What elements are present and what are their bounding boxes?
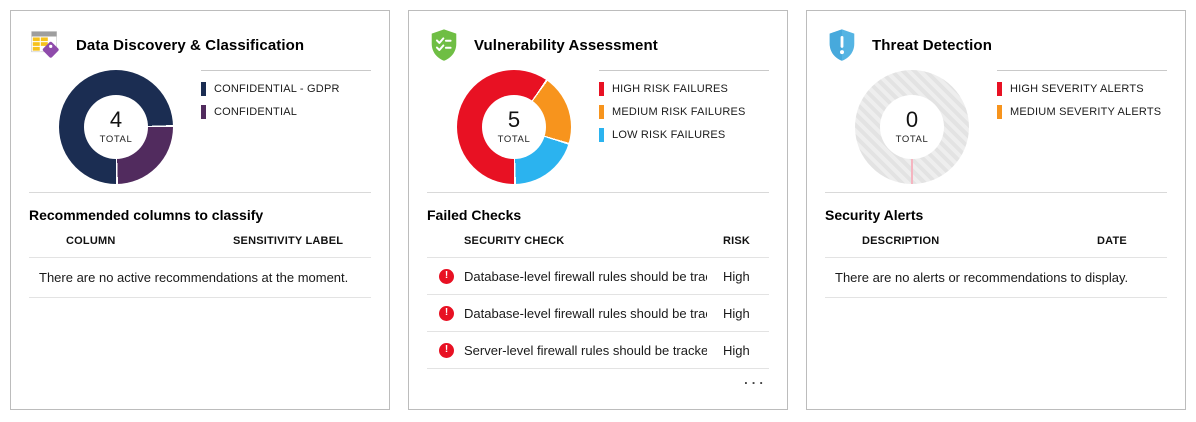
donut-center: 4 TOTAL: [84, 95, 148, 159]
shield-checklist-icon: [427, 28, 461, 62]
column-header: SECURITY CHECK: [464, 235, 565, 247]
legend-label: MEDIUM SEVERITY ALERTS: [1010, 106, 1162, 118]
total-count: 0: [905, 107, 919, 132]
card-header: Vulnerability Assessment: [427, 28, 769, 62]
vulnerability-donut-chart: 5 TOTAL: [457, 70, 571, 184]
legend-swatch: [201, 82, 206, 96]
failed-check-row[interactable]: ! Database-level firewall rules should b…: [427, 295, 769, 331]
table-header: DESCRIPTION DATE: [825, 235, 1167, 247]
card-title: Vulnerability Assessment: [474, 36, 658, 54]
legend-swatch: [997, 105, 1002, 119]
table-divider: [427, 368, 769, 369]
chart-legend: CONFIDENTIAL - GDPR CONFIDENTIAL: [201, 70, 371, 128]
error-icon: !: [439, 268, 454, 284]
chart-row: 0 TOTAL HIGH SEVERITY ALERTS MEDIUM SEVE…: [825, 70, 1167, 184]
legend-item: LOW RISK FAILURES: [599, 128, 769, 142]
legend-label: LOW RISK FAILURES: [612, 129, 726, 141]
classification-donut-chart: 4 TOTAL: [59, 70, 173, 184]
legend-label: HIGH RISK FAILURES: [612, 83, 729, 95]
failed-check-row[interactable]: ! Database-level firewall rules should b…: [427, 258, 769, 294]
shield-alert-icon: [825, 28, 859, 62]
column-header: RISK: [723, 235, 751, 247]
risk-value: High: [723, 268, 750, 284]
section-heading: Recommended columns to classify: [29, 207, 264, 223]
section-divider: [427, 192, 769, 193]
card-title: Data Discovery & Classification: [76, 36, 305, 54]
legend-item: CONFIDENTIAL - GDPR: [201, 82, 371, 96]
table-divider: [825, 257, 1167, 258]
security-check-text: Database-level firewall rules should be …: [464, 268, 707, 284]
total-label: TOTAL: [99, 134, 133, 145]
table-header: COLUMN SENSITIVITY LABEL: [29, 235, 371, 247]
threat-donut-chart: 0 TOTAL: [855, 70, 969, 184]
table-divider: [427, 331, 769, 332]
security-check-text: Server-level firewall rules should be tr…: [464, 342, 707, 358]
table-divider: [29, 257, 371, 258]
column-header: DATE: [1097, 235, 1127, 247]
legend-label: CONFIDENTIAL: [214, 106, 298, 118]
chart-row: 4 TOTAL CONFIDENTIAL - GDPR CONFIDENTIAL: [29, 70, 371, 184]
column-header: COLUMN: [66, 235, 116, 247]
legend-label: CONFIDENTIAL - GDPR: [214, 83, 340, 95]
section-heading: Security Alerts: [825, 207, 924, 223]
table-divider: [29, 297, 371, 298]
error-icon: !: [439, 342, 454, 358]
risk-value: High: [723, 305, 750, 321]
section-divider: [825, 192, 1167, 193]
legend-item: HIGH RISK FAILURES: [599, 82, 769, 96]
data-discovery-classification-card: Data Discovery & Classification 4 TOTAL …: [10, 10, 390, 410]
donut-center: 0 TOTAL: [880, 95, 944, 159]
table-divider: [825, 297, 1167, 298]
security-check-text: Database-level firewall rules should be …: [464, 305, 707, 321]
legend-item: MEDIUM RISK FAILURES: [599, 105, 769, 119]
table-divider: [427, 257, 769, 258]
total-count: 5: [507, 107, 521, 132]
legend-item: MEDIUM SEVERITY ALERTS: [997, 105, 1167, 119]
legend-swatch: [599, 105, 604, 119]
card-header: Data Discovery & Classification: [29, 28, 371, 62]
total-count: 4: [109, 107, 123, 132]
chart-legend: HIGH RISK FAILURES MEDIUM RISK FAILURES …: [599, 70, 769, 151]
card-header: Threat Detection: [825, 28, 1167, 62]
table-divider: [427, 294, 769, 295]
chart-legend: HIGH SEVERITY ALERTS MEDIUM SEVERITY ALE…: [997, 70, 1167, 128]
legend-swatch: [599, 128, 604, 142]
legend-label: HIGH SEVERITY ALERTS: [1010, 83, 1144, 95]
legend-swatch: [997, 82, 1002, 96]
legend-label: MEDIUM RISK FAILURES: [612, 106, 746, 118]
total-label: TOTAL: [895, 134, 929, 145]
total-label: TOTAL: [497, 134, 531, 145]
threat-detection-card: Threat Detection 0 TOTAL HIGH SEVERITY A…: [806, 10, 1186, 410]
donut-center: 5 TOTAL: [482, 95, 546, 159]
legend-item: HIGH SEVERITY ALERTS: [997, 82, 1167, 96]
empty-state-message: There are no alerts or recommendations t…: [835, 270, 1129, 285]
error-icon: !: [439, 305, 454, 321]
legend-swatch: [599, 82, 604, 96]
empty-state-message: There are no active recommendations at t…: [39, 270, 349, 285]
data-classification-icon: [29, 28, 63, 62]
column-header: SENSITIVITY LABEL: [233, 235, 344, 247]
show-more-button[interactable]: ...: [744, 372, 767, 387]
vulnerability-assessment-card: Vulnerability Assessment 5 TOTAL HIGH RI…: [408, 10, 788, 410]
card-title: Threat Detection: [872, 36, 992, 54]
chart-row: 5 TOTAL HIGH RISK FAILURES MEDIUM RISK F…: [427, 70, 769, 184]
risk-value: High: [723, 342, 750, 358]
legend-swatch: [201, 105, 206, 119]
section-divider: [29, 192, 371, 193]
column-header: DESCRIPTION: [862, 235, 940, 247]
failed-check-row[interactable]: ! Server-level firewall rules should be …: [427, 332, 769, 368]
table-header: SECURITY CHECK RISK: [427, 235, 769, 247]
legend-item: CONFIDENTIAL: [201, 105, 371, 119]
section-heading: Failed Checks: [427, 207, 522, 223]
